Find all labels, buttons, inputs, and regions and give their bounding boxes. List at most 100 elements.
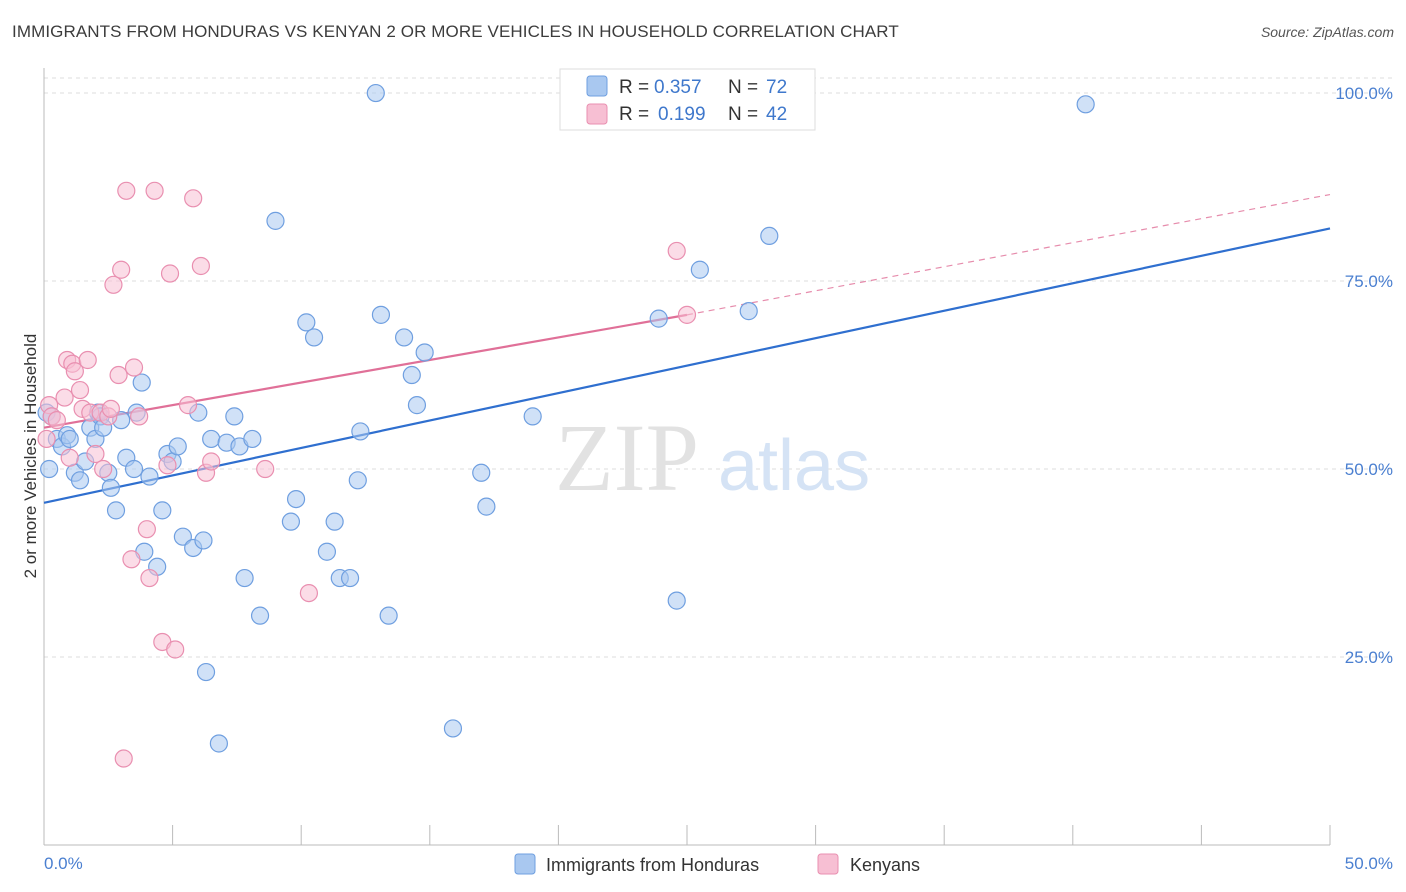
point-blue [523,407,542,426]
point-pink [109,365,128,385]
legend-n-value-1: 72 [766,77,787,98]
chart-title: IMMIGRANTS FROM HONDURAS VS KENYAN 2 OR … [12,22,899,41]
point-blue [379,606,398,625]
point-blue [348,471,367,490]
point-pink [94,459,113,479]
legend-box: R = 0.357 N = 72 R = 0.199 N = 42 [559,68,816,131]
point-blue [225,407,244,426]
point-pink [104,275,123,294]
point-blue [1076,95,1095,114]
trendline-blue [43,227,1331,504]
point-pink [256,459,275,479]
point-blue [394,328,414,347]
axes [43,68,1331,846]
legend-n-label-2: N = [728,104,758,125]
point-pink [47,411,66,430]
data-points [37,83,1095,768]
y-tick-label-100: 100.0% [1335,84,1393,103]
point-blue [194,531,213,550]
point-pink [101,399,120,418]
point-blue [760,226,779,246]
y-tick-label-25: 25.0% [1345,648,1393,667]
point-blue [106,501,126,520]
bottom-legend: Immigrants from Honduras Kenyans [514,853,920,875]
point-pink [178,396,198,415]
point-pink [112,260,131,279]
point-blue [140,467,159,486]
point-blue [325,512,344,531]
point-blue [60,429,79,449]
point-pink [166,640,185,659]
point-blue [304,328,324,347]
point-blue [649,309,668,328]
point-blue [235,568,254,588]
bottom-legend-swatch-blue [514,853,536,875]
bottom-legend-swatch-pink [817,853,839,875]
point-pink [145,181,164,200]
point-blue [243,429,262,449]
point-blue [317,542,337,561]
point-blue [173,527,192,546]
point-pink [37,429,56,449]
point-blue [209,734,228,753]
point-blue [443,719,463,738]
point-pink [137,520,156,539]
point-pink [184,189,203,208]
point-pink [202,452,221,471]
chart-source: Source: ZipAtlas.com [1260,24,1394,40]
point-blue [351,422,370,441]
watermark-zip: ZIP [555,404,699,511]
point-pink [299,583,319,603]
watermark-atlas: atlas [718,426,870,506]
point-blue [168,437,187,456]
point-blue [101,478,120,497]
point-pink [160,264,180,283]
watermark: ZIP atlas [555,404,870,511]
point-pink [117,181,136,200]
point-blue [472,463,491,482]
point-blue [196,662,216,682]
legend-r-value-1: 0.357 [654,77,702,98]
legend-n-value-2: 42 [766,104,787,125]
point-pink [158,456,177,475]
point-blue [667,591,686,610]
point-blue [297,313,316,332]
point-blue [40,459,59,479]
y-tick-label-75: 75.0% [1345,272,1393,291]
point-blue [281,512,301,531]
y-tick-label-50: 50.0% [1345,460,1393,479]
point-pink [86,444,105,464]
point-pink [114,749,133,768]
point-blue [415,343,434,362]
legend-r-label-2: R = [619,104,649,125]
point-blue [371,305,391,324]
point-blue [402,365,421,385]
point-pink [130,407,149,426]
legend-n-label-1: N = [728,77,758,98]
point-blue [250,606,270,625]
trendline-pink [43,313,688,429]
bottom-legend-label-kenyans: Kenyans [850,855,920,875]
point-pink [667,241,686,261]
point-pink [122,550,141,569]
legend-r-label-1: R = [619,77,649,98]
point-blue [153,501,172,520]
point-blue [266,211,285,230]
point-pink [60,448,79,467]
y-axis-title: 2 or more Vehicles in Household [21,334,40,579]
point-pink [124,358,144,377]
point-pink [70,380,90,400]
legend-r-value-2: 0.199 [658,104,706,125]
point-blue [202,429,221,449]
trendlines [43,193,1331,504]
point-blue [366,83,385,103]
point-blue [690,260,709,279]
bottom-legend-label-honduras: Immigrants from Honduras [546,855,759,875]
point-blue [477,497,496,516]
point-pink [55,388,74,407]
x-tick-label-max: 50.0% [1345,854,1393,873]
x-tick-label-min: 0.0% [44,854,83,873]
point-blue [124,459,144,479]
point-pink [65,362,84,381]
